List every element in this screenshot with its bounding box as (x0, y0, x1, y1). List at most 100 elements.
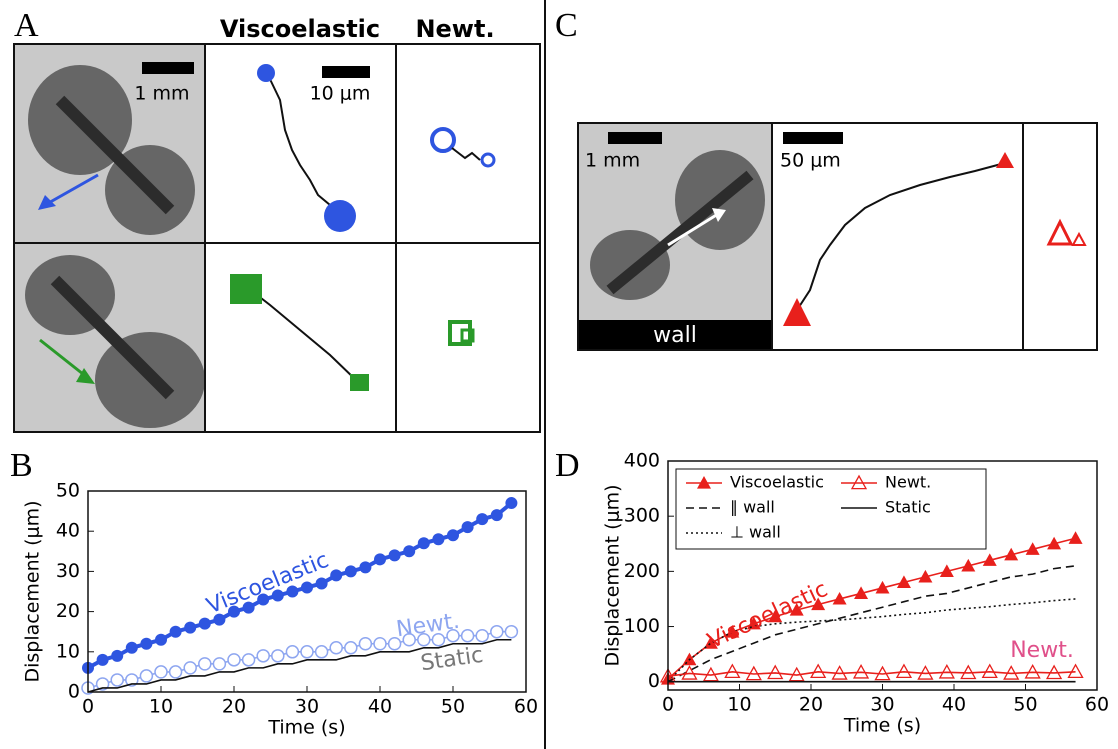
data-point (374, 638, 386, 650)
data-point (345, 565, 357, 577)
scale-label: 1 mm (585, 150, 640, 172)
data-point (1069, 531, 1083, 544)
panel-a: Viscoelastic Newt. 1 mm 10 μm (14, 15, 540, 432)
panel-label: D (555, 447, 580, 484)
data-point (359, 638, 371, 650)
scale-bar (608, 132, 662, 144)
scale-bar (142, 62, 194, 74)
data-point (301, 646, 313, 658)
scale-bar (783, 132, 843, 144)
legend-label: Static (885, 498, 931, 517)
data-point (170, 626, 182, 638)
data-point (155, 634, 167, 646)
data-point (374, 553, 386, 565)
data-point (155, 666, 167, 678)
start-marker (1049, 222, 1071, 244)
series-annotation: Newt. (1010, 638, 1074, 663)
data-point (491, 626, 503, 638)
panel-c: wall 1 mm 50 μm (578, 123, 1097, 350)
column-header: Newt. (415, 15, 494, 43)
x-tick-label: 40 (368, 696, 392, 718)
end-marker (1073, 234, 1085, 245)
series-annotation: Viscoelastic (704, 577, 832, 654)
data-point (140, 638, 152, 650)
data-point (462, 521, 474, 533)
x-tick-label: 50 (441, 696, 465, 718)
panel-label: B (10, 447, 33, 484)
x-tick-label: 10 (727, 694, 751, 716)
data-point (286, 646, 298, 658)
x-tick-label: 60 (514, 696, 538, 718)
legend-label: Viscoelastic (730, 473, 824, 492)
y-tick-label: 20 (56, 600, 80, 622)
scale-label: 10 μm (310, 83, 371, 105)
data-point (1069, 665, 1083, 678)
trajectory (452, 148, 480, 160)
data-point (476, 630, 488, 642)
x-tick-label: 50 (1013, 694, 1037, 716)
data-point (330, 569, 342, 581)
legend-box (676, 469, 986, 549)
data-point (97, 654, 109, 666)
x-tick-label: 20 (222, 696, 246, 718)
scale-bar (322, 66, 370, 78)
data-point (184, 662, 196, 674)
x-tick-label: 10 (149, 696, 173, 718)
x-tick-label: 0 (662, 694, 674, 716)
legend-label: ∥ wall (730, 498, 775, 517)
x-tick-label: 40 (942, 694, 966, 716)
start-marker (257, 64, 275, 82)
y-axis-label: Displacement (μm) (22, 500, 44, 682)
scale-label: 1 mm (134, 83, 189, 105)
data-point (111, 674, 123, 686)
data-point (184, 622, 196, 634)
data-point (476, 513, 488, 525)
figure: A B C D Viscoelastic Newt. 1 mm 10 μm wa… (0, 0, 1118, 749)
data-point (199, 618, 211, 630)
data-point (389, 549, 401, 561)
data-point (418, 537, 430, 549)
legend-label: Newt. (885, 473, 931, 492)
column-header: Viscoelastic (220, 15, 380, 43)
scale-label: 50 μm (780, 150, 841, 172)
data-point (462, 630, 474, 642)
x-axis-label: Time (s) (267, 717, 345, 739)
data-point (505, 626, 517, 638)
x-tick-label: 20 (799, 694, 823, 716)
data-point (447, 529, 459, 541)
y-tick-label: 40 (56, 520, 80, 542)
data-point (345, 642, 357, 654)
y-tick-label: 0 (648, 670, 660, 692)
data-point (140, 670, 152, 682)
end-marker (324, 200, 356, 232)
panel-label: C (555, 7, 578, 44)
x-tick-label: 30 (295, 696, 319, 718)
data-point (228, 654, 240, 666)
start-marker (432, 129, 454, 151)
end-marker (350, 374, 369, 391)
legend-label: ⊥ wall (730, 523, 781, 542)
x-tick-label: 60 (1085, 694, 1109, 716)
data-point (301, 581, 313, 593)
data-point (199, 658, 211, 670)
y-tick-label: 200 (624, 560, 660, 582)
trajectory (248, 288, 358, 382)
end-marker (482, 154, 494, 166)
y-tick-label: 300 (624, 505, 660, 527)
data-point (505, 497, 517, 509)
series-annotation: Viscoelastic (203, 548, 332, 620)
y-tick-label: 30 (56, 560, 80, 582)
panel-label: A (14, 7, 39, 44)
end-marker (996, 152, 1014, 168)
data-point (111, 650, 123, 662)
data-point (316, 577, 328, 589)
data-point (213, 658, 225, 670)
y-tick-label: 100 (624, 615, 660, 637)
data-point (243, 654, 255, 666)
start-marker (230, 274, 262, 304)
wall-label: wall (653, 323, 697, 348)
data-point (272, 650, 284, 662)
data-point (491, 509, 503, 521)
data-point (403, 545, 415, 557)
x-tick-label: 0 (82, 696, 94, 718)
